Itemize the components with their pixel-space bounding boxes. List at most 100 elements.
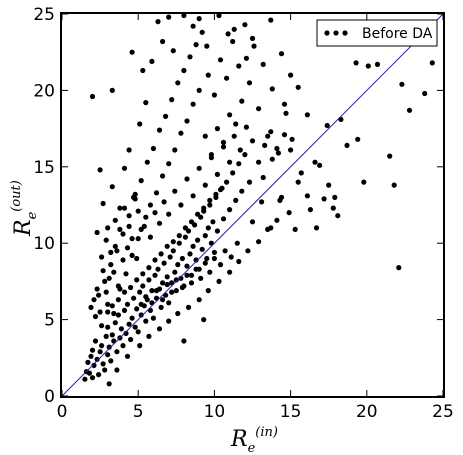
plot-frame [60,12,445,398]
data-point [216,278,222,284]
data-point [178,275,184,281]
data-point [100,200,106,207]
data-point [246,179,253,185]
data-point [289,136,295,142]
data-point [214,228,220,234]
data-point [422,90,428,97]
data-point [117,205,123,211]
data-point [91,362,97,368]
data-point [166,300,172,306]
x-tick-label: 5 [133,402,144,422]
data-point [166,14,172,20]
data-point [216,12,222,19]
data-point [114,349,120,355]
data-point [112,320,118,326]
data-point [155,266,161,272]
data-point [166,161,172,167]
data-point [150,145,156,152]
data-point [166,211,172,217]
data-point [335,213,341,219]
data-point [100,268,106,274]
data-point [132,324,138,330]
data-point [109,184,115,190]
x-tick-label: 20 [356,402,378,422]
data-point [140,67,146,74]
data-point [281,101,288,107]
data-point [190,193,196,199]
data-point [268,129,274,135]
data-point [103,237,109,243]
data-point [138,312,144,318]
data-point [105,324,111,330]
data-point [99,323,105,329]
data-point [332,194,338,200]
data-point [120,257,126,263]
data-point [277,197,283,203]
data-point [143,100,149,106]
data-point [172,147,178,153]
data-point [230,38,236,45]
data-point [109,87,115,93]
data-point [208,155,214,161]
data-point [202,133,208,139]
data-point [160,173,166,179]
data-point [89,347,96,353]
data-point [146,265,152,271]
data-point [144,159,150,165]
data-point [147,202,153,208]
data-point [140,271,146,277]
data-point [317,162,323,168]
data-point [188,219,195,225]
data-point [196,165,202,171]
data-point [228,254,234,260]
data-point [169,289,175,295]
data-point [97,167,103,173]
data-point [184,263,190,269]
data-point [326,182,332,188]
data-point [109,332,115,338]
data-point [143,294,149,300]
data-point [92,338,99,344]
data-point [143,214,149,220]
data-point [161,199,167,205]
data-point [227,207,233,213]
y-axis: 0 5 10 15 20 25 [33,5,443,407]
data-point [210,219,216,225]
data-point [256,159,262,165]
data-point [278,51,285,57]
data-point [102,367,108,373]
data-point [170,239,176,245]
x-tick-label: 0 [57,402,68,422]
data-point [283,110,289,116]
data-point [227,269,233,275]
data-point [184,272,190,278]
data-point [94,356,100,362]
data-point [429,60,435,66]
data-point [205,288,211,294]
data-point [137,289,143,295]
data-point [175,80,181,86]
data-point [160,280,166,286]
data-point [155,19,161,25]
data-point [99,254,105,260]
data-point [126,321,132,327]
data-point [115,297,121,303]
data-point [121,165,128,171]
data-point [324,122,330,129]
data-point [292,226,298,232]
data-point [100,361,106,367]
data-point [224,75,230,81]
data-point [150,315,156,321]
data-point [178,130,184,136]
data-point [118,326,124,332]
data-point [213,191,219,197]
data-point [106,344,112,350]
data-point [152,210,158,216]
data-point [88,304,94,310]
data-point [172,269,178,275]
data-point [304,112,310,118]
data-point [249,35,256,42]
data-point [103,333,109,339]
data-point [243,124,249,130]
data-point [129,49,135,55]
